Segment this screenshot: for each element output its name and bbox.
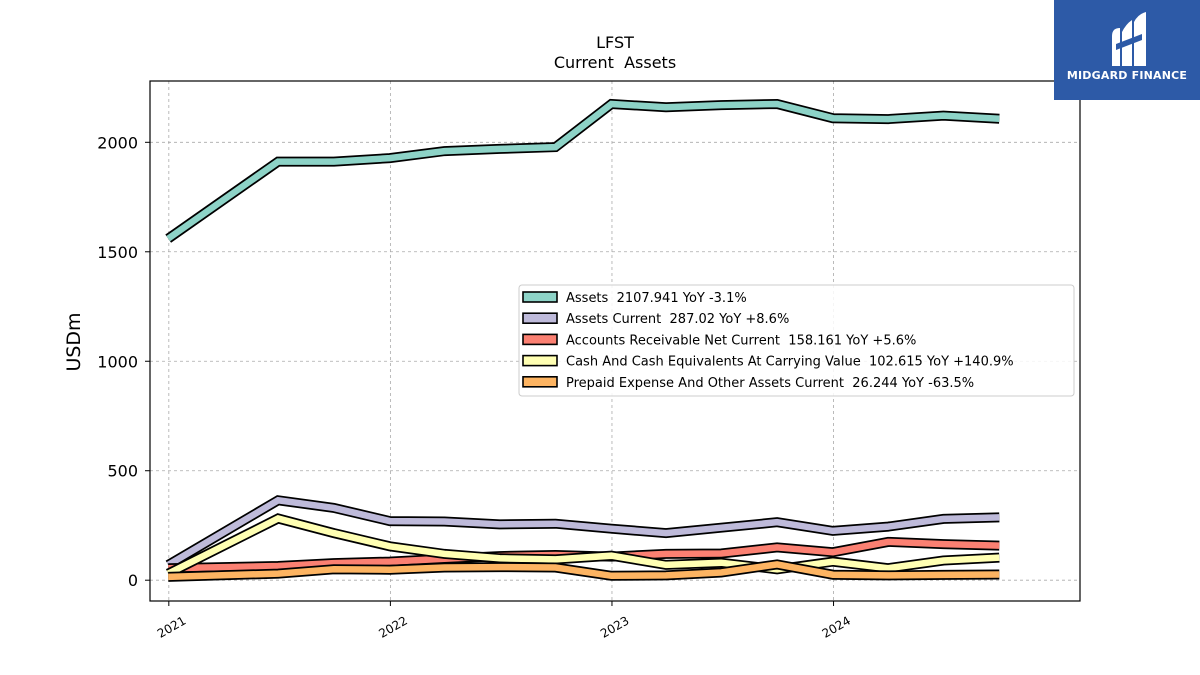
legend-swatch xyxy=(522,375,558,388)
plot-area-frame xyxy=(149,80,1081,602)
legend-label: Cash And Cash Equivalents At Carrying Va… xyxy=(566,355,1014,370)
legend-label: Assets 2107.941 YoY -3.1% xyxy=(566,291,747,306)
series-line xyxy=(166,496,1000,568)
series-line xyxy=(168,561,1000,581)
series-layer xyxy=(165,98,1000,582)
y-tick-label: 1000 xyxy=(97,352,138,371)
legend-box xyxy=(518,284,1075,397)
midgard-logo-mark-icon xyxy=(1112,12,1146,66)
legend-swatch xyxy=(522,354,558,367)
y-tick-label: 1500 xyxy=(97,243,138,262)
y-tick-label: 2000 xyxy=(97,133,138,152)
midgard-finance-logo: MIDGARD FINANCE xyxy=(1054,0,1200,100)
legend-label: Prepaid Expense And Other Assets Current… xyxy=(566,376,974,391)
legend-swatch xyxy=(522,333,558,346)
series-4 xyxy=(165,513,1000,579)
x-tick-label: 2022 xyxy=(376,613,409,640)
legend-swatch xyxy=(522,291,558,303)
legend: Assets 2107.941 YoY -3.1% Assets Current … xyxy=(518,284,1075,397)
y-tick-label: 0 xyxy=(128,571,138,590)
legend-label: Accounts Receivable Net Current 158.161 … xyxy=(566,333,916,348)
logo-text: MIDGARD FINANCE xyxy=(1066,69,1188,82)
x-axis-ticks: 2021 2022 2023 2024 xyxy=(155,601,853,641)
y-tick-label: 500 xyxy=(107,462,138,481)
legend-label: Assets Current 287.02 YoY +8.6% xyxy=(566,312,789,327)
x-tick-label: 2023 xyxy=(598,613,631,640)
chart-subtitle: Current Assets xyxy=(554,53,676,72)
series-2 xyxy=(165,495,1000,570)
y-axis-ticks: 0 500 1000 1500 2000 xyxy=(97,133,150,590)
chart-title: LFST xyxy=(596,33,634,52)
series-5 xyxy=(168,559,1000,582)
series-1 xyxy=(165,98,1000,243)
x-tick-label: 2024 xyxy=(820,613,853,640)
x-tick-label: 2021 xyxy=(155,613,188,640)
series-line xyxy=(166,100,1000,242)
legend-swatch xyxy=(522,312,558,325)
y-axis-label: USDm xyxy=(63,312,85,371)
series-line xyxy=(166,515,1000,577)
